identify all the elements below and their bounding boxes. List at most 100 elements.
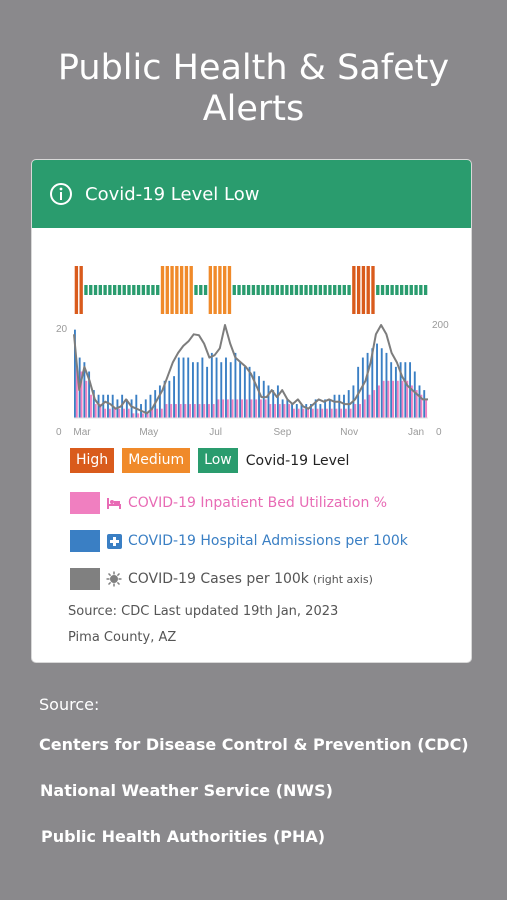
level-mark-low <box>251 285 256 295</box>
level-mark-medium <box>179 266 184 314</box>
level-mark-low <box>275 285 279 295</box>
level-mark-low <box>203 285 208 295</box>
footer-source-pha[interactable]: Public Health Authorities (PHA) <box>41 827 326 846</box>
level-mark-low <box>294 285 299 295</box>
level-mark-low <box>246 285 251 295</box>
admissions-bar <box>206 366 209 418</box>
level-mark-low <box>141 285 146 295</box>
bed-utilization-bar <box>420 394 423 418</box>
bed-utilization-bar <box>108 408 111 418</box>
admissions-bar <box>92 390 95 418</box>
level-mark-low <box>156 285 160 295</box>
admissions-bar <box>399 362 402 418</box>
legend-swatch-pink <box>70 492 100 514</box>
level-mark-low <box>333 285 337 295</box>
bed-utilization-bar <box>231 399 234 418</box>
bed-utilization-bar <box>189 404 192 418</box>
bed-utilization-bar <box>212 404 215 418</box>
x-axis-tick-label: Nov <box>340 427 358 438</box>
location-label: Pima County, AZ <box>68 630 177 645</box>
level-mark-low <box>132 285 136 295</box>
level-mark-high <box>366 266 370 314</box>
admissions-bar <box>324 399 327 418</box>
admissions-bar <box>281 399 284 418</box>
level-mark-low <box>194 285 198 295</box>
level-mark-low <box>146 285 150 295</box>
footer-source-cdc[interactable]: Centers for Disease Control & Prevention… <box>39 735 469 754</box>
admissions-bar <box>310 404 312 418</box>
legend-swatch-grey <box>70 568 100 590</box>
bed-utilization-bar <box>217 399 220 418</box>
admissions-bar <box>305 404 308 418</box>
footer-source-nws[interactable]: National Weather Service (NWS) <box>40 781 333 800</box>
admissions-bar <box>97 394 100 418</box>
left-axis-tick-label: 0 <box>56 427 62 438</box>
bed-utilization-bar <box>255 399 258 418</box>
level-mark-low <box>423 285 428 295</box>
admissions-bar <box>258 376 260 418</box>
level-mark-high <box>361 266 366 314</box>
cdc-source-line: Source: CDC Last updated 19th Jan, 2023 <box>68 604 339 619</box>
bed-utilization-bar <box>425 399 428 418</box>
bed-utilization-bar <box>151 408 154 418</box>
x-axis-tick-label: Sep <box>274 427 292 438</box>
admissions-bar <box>88 371 91 418</box>
admissions-bar <box>125 399 128 418</box>
level-mark-low <box>112 285 117 295</box>
x-axis-tick-label: May <box>139 427 158 438</box>
bed-utilization-bar <box>193 404 196 418</box>
admissions-bar <box>210 352 213 418</box>
level-mark-high <box>352 266 356 314</box>
covid-level-card[interactable]: Covid-19 Level Low 0 20 0 200 Mar May Jul Sep No… <box>32 160 471 662</box>
level-mark-low <box>98 285 102 295</box>
bed-utilization-bar <box>344 408 347 418</box>
admissions-bar <box>229 362 232 418</box>
admissions-bar <box>371 348 374 418</box>
bed-utilization-bar <box>132 413 135 418</box>
admissions-bar <box>418 385 421 418</box>
admissions-bar <box>338 394 341 418</box>
level-legend: High Medium Low Covid-19 Level <box>70 448 349 473</box>
bed-utilization-bar <box>137 413 140 418</box>
bed-utilization-bar <box>104 408 107 418</box>
admissions-bar <box>201 357 204 418</box>
legend-cases-note: (right axis) <box>312 572 373 586</box>
bed-utilization-bar <box>297 408 300 418</box>
level-mark-low <box>299 285 303 295</box>
admissions-bar <box>196 362 199 418</box>
bed-utilization-bar <box>179 404 182 418</box>
legend-medium: Medium <box>122 448 191 473</box>
bed-utilization-bar <box>307 408 310 418</box>
bed-utilization-bar <box>141 413 144 418</box>
admissions-bar <box>239 362 242 418</box>
level-mark-low <box>232 285 236 295</box>
level-mark-medium <box>218 266 222 314</box>
level-mark-medium <box>223 266 227 314</box>
level-mark-low <box>390 285 394 295</box>
admissions-bar <box>295 404 298 418</box>
level-mark-low <box>127 285 131 295</box>
page-title-line1: Public Health & Safety <box>57 48 450 88</box>
x-axis-tick-label: Mar <box>73 427 91 438</box>
level-mark-low <box>400 285 404 295</box>
level-mark-low <box>337 285 342 295</box>
admissions-bar <box>423 390 426 418</box>
bed-utilization-bar <box>354 404 357 418</box>
bed-utilization-bar <box>269 404 272 418</box>
admissions-bar <box>262 380 265 418</box>
level-mark-low <box>323 285 327 295</box>
admissions-bar <box>394 366 397 418</box>
level-mark-medium <box>175 266 179 314</box>
bed-utilization-bar <box>259 399 262 418</box>
admissions-bar <box>102 394 105 418</box>
admissions-bar <box>385 352 388 418</box>
virus-icon <box>106 571 122 587</box>
level-mark-low <box>151 285 155 295</box>
bed-utilization-bar <box>241 399 243 418</box>
admissions-bar <box>380 348 383 418</box>
level-mark-medium <box>165 266 169 314</box>
level-mark-low <box>261 285 265 295</box>
bed-utilization-bar <box>288 404 291 418</box>
card-header[interactable]: Covid-19 Level Low <box>32 160 471 228</box>
bed-utilization-bar <box>368 394 371 418</box>
